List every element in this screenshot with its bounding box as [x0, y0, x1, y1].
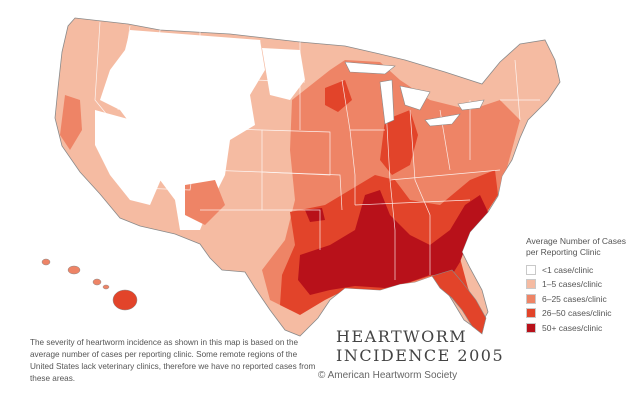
legend-item-very-high: 50+ cases/clinic [526, 322, 636, 333]
region-mid-northwest [60, 95, 82, 150]
legend-item-low: 1–5 cases/clinic [526, 279, 636, 290]
map-credit: © American Heartworm Society [318, 370, 458, 381]
legend-item-mid: 6–25 cases/clinic [526, 293, 636, 304]
region-none-nevada [95, 110, 165, 205]
legend-label: 50+ cases/clinic [542, 322, 603, 333]
legend-swatch [526, 264, 536, 275]
region-none-plains-north [262, 48, 305, 100]
map-title-line1: HEARTWORM [336, 327, 468, 346]
legend-label: <1 case/clinic [542, 264, 594, 275]
legend-swatch [526, 322, 536, 333]
legend-swatch [526, 308, 536, 318]
legend-item-none: <1 case/clinic [526, 264, 636, 275]
map-note: The severity of heartworm incidence as s… [30, 338, 316, 383]
great-lakes [344, 61, 485, 127]
region-high-upper-midwest [325, 80, 352, 112]
legend: Average Number of Cases per Reporting Cl… [526, 236, 636, 337]
legend-swatch [526, 279, 536, 289]
hawaii-islands [41, 258, 138, 311]
legend-label: 6–25 cases/clinic [542, 293, 607, 304]
florida [431, 269, 487, 335]
legend-title: Average Number of Cases per Reporting Cl… [526, 236, 627, 257]
legend-swatch [526, 293, 536, 304]
region-very-high-mississippi [298, 190, 488, 295]
state-borders [94, 21, 540, 280]
region-none-mountain-west [100, 30, 265, 230]
legend-item-high: 26–50 cases/clinic [526, 308, 636, 319]
map-title-line2: INCIDENCE 2005 [336, 346, 505, 365]
region-high-great-lakes [380, 110, 418, 175]
region-mid-utah-colorado [185, 180, 225, 225]
map-title: HEARTWORM INCIDENCE 2005 [336, 327, 504, 365]
legend-label: 26–50 cases/clinic [542, 308, 612, 318]
legend-label: 1–5 cases/clinic [542, 279, 603, 289]
